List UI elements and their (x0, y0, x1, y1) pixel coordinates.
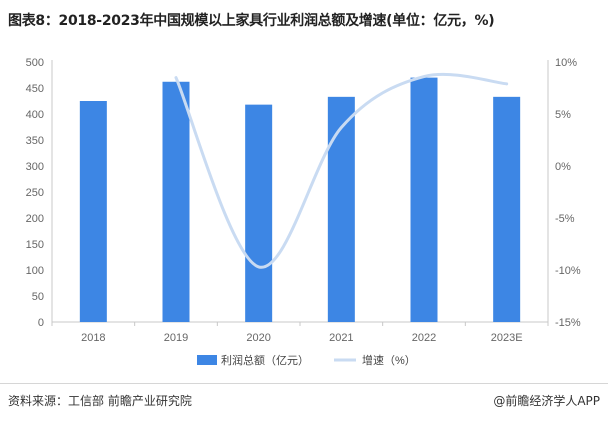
chart-legend: 利润总额（亿元） 增速（%） (197, 353, 416, 367)
brand-credit: @前瞻经济学人APP (493, 394, 600, 408)
growth-rate-line (174, 72, 509, 269)
profit-bar (245, 104, 273, 322)
left-axis-tick-label: 300 (26, 161, 44, 173)
left-axis-tick-label: 0 (38, 317, 44, 329)
x-axis-category-label: 2019 (164, 332, 188, 344)
left-axis-tick-label: 100 (26, 265, 44, 277)
x-axis-category-label: 2020 (246, 332, 270, 344)
profit-bar (410, 77, 438, 322)
source-note: 资料来源：工信部 前瞻产业研究院 (8, 394, 192, 408)
right-axis-tick-label: -15% (555, 317, 581, 329)
growth-line-series (174, 72, 509, 269)
x-axis-category-label: 2023E (491, 332, 523, 344)
x-axis-category-label: 2021 (329, 332, 353, 344)
bar-series (79, 77, 521, 322)
legend-line-label: 增速（%） (362, 353, 416, 367)
profit-bar (162, 81, 190, 322)
left-axis-tick-label: 450 (26, 83, 44, 95)
legend-bar-label: 利润总额（亿元） (221, 353, 309, 367)
right-axis-tick-label: 5% (555, 109, 571, 121)
right-axis-tick-label: 10% (555, 57, 577, 69)
profit-bar (79, 101, 107, 322)
footer-divider (0, 383, 608, 384)
right-axis-tick-label: 0% (555, 161, 571, 173)
x-axis-category-label: 2018 (81, 332, 105, 344)
left-axis-tick-label: 200 (26, 213, 44, 225)
right-axis-tick-label: -5% (555, 213, 575, 225)
x-axis-category-label: 2022 (412, 332, 436, 344)
profit-bar (327, 96, 355, 322)
left-axis-tick-label: 50 (32, 291, 44, 303)
profit-bar (493, 96, 521, 322)
left-axis-tick-label: 250 (26, 187, 44, 199)
left-axis-tick-label: 150 (26, 239, 44, 251)
chart-axes: 0 50 100 150 200 250 300 350 400 450 500 -15% -10% -5… (26, 57, 581, 344)
chart-title: 图表8：2018-2023年中国规模以上家具行业利润总额及增速(单位：亿元，%) (8, 13, 495, 29)
left-axis-tick-label: 400 (26, 109, 44, 121)
left-axis-tick-label: 500 (26, 57, 44, 69)
right-axis-tick-label: -10% (555, 265, 581, 277)
left-axis-tick-label: 350 (26, 135, 44, 147)
legend-bar-swatch (197, 355, 217, 365)
